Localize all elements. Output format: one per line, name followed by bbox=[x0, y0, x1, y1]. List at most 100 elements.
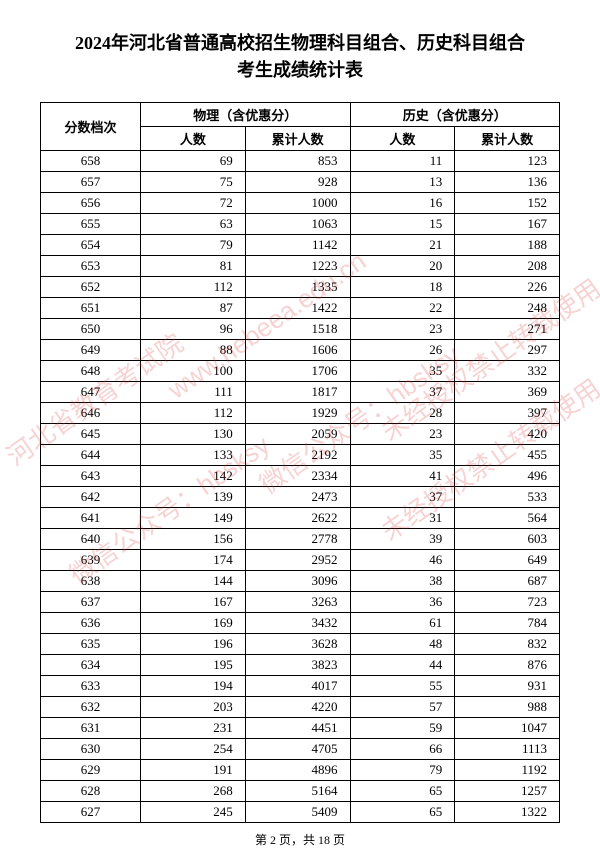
cell-h-cum: 1113 bbox=[455, 739, 560, 760]
table-row: 65563106315167 bbox=[41, 214, 560, 235]
header-h-cum: 累计人数 bbox=[455, 127, 560, 151]
table-row: 643142233441496 bbox=[41, 466, 560, 487]
table-row: 6577592813136 bbox=[41, 172, 560, 193]
cell-score: 650 bbox=[41, 319, 141, 340]
cell-h-cum: 297 bbox=[455, 340, 560, 361]
cell-score: 631 bbox=[41, 718, 141, 739]
page-title: 2024年河北省普通高校招生物理科目组合、历史科目组合 考生成绩统计表 bbox=[40, 30, 560, 84]
cell-h-count: 22 bbox=[350, 298, 455, 319]
cell-p-count: 167 bbox=[141, 592, 246, 613]
cell-score: 654 bbox=[41, 235, 141, 256]
cell-p-cum: 1142 bbox=[245, 235, 350, 256]
cell-p-count: 72 bbox=[141, 193, 246, 214]
cell-p-cum: 2778 bbox=[245, 529, 350, 550]
cell-p-cum: 3096 bbox=[245, 571, 350, 592]
cell-p-cum: 1335 bbox=[245, 277, 350, 298]
cell-p-count: 149 bbox=[141, 508, 246, 529]
cell-p-count: 111 bbox=[141, 382, 246, 403]
cell-score: 636 bbox=[41, 613, 141, 634]
cell-p-cum: 1606 bbox=[245, 340, 350, 361]
cell-h-cum: 397 bbox=[455, 403, 560, 424]
table-row: 647111181737369 bbox=[41, 382, 560, 403]
cell-p-cum: 2622 bbox=[245, 508, 350, 529]
cell-p-cum: 3432 bbox=[245, 613, 350, 634]
table-row: 642139247337533 bbox=[41, 487, 560, 508]
cell-score: 643 bbox=[41, 466, 141, 487]
cell-h-count: 37 bbox=[350, 382, 455, 403]
page-footer: 第 2 页，共 18 页 bbox=[40, 831, 560, 848]
cell-p-count: 81 bbox=[141, 256, 246, 277]
cell-h-cum: 1322 bbox=[455, 802, 560, 823]
cell-h-count: 31 bbox=[350, 508, 455, 529]
cell-h-count: 41 bbox=[350, 466, 455, 487]
table-row: 64988160626297 bbox=[41, 340, 560, 361]
cell-h-cum: 123 bbox=[455, 151, 560, 172]
table-row: 636169343261784 bbox=[41, 613, 560, 634]
table-row: 648100170635332 bbox=[41, 361, 560, 382]
header-physics: 物理（含优惠分） bbox=[141, 103, 351, 127]
cell-score: 628 bbox=[41, 781, 141, 802]
cell-p-count: 195 bbox=[141, 655, 246, 676]
cell-p-cum: 4896 bbox=[245, 760, 350, 781]
title-line1: 2024年河北省普通高校招生物理科目组合、历史科目组合 bbox=[40, 30, 560, 57]
table-row: 644133219235455 bbox=[41, 445, 560, 466]
cell-p-cum: 4220 bbox=[245, 697, 350, 718]
cell-h-count: 23 bbox=[350, 319, 455, 340]
cell-h-cum: 603 bbox=[455, 529, 560, 550]
cell-h-count: 23 bbox=[350, 424, 455, 445]
cell-score: 627 bbox=[41, 802, 141, 823]
cell-score: 656 bbox=[41, 193, 141, 214]
header-history: 历史（含优惠分） bbox=[350, 103, 560, 127]
cell-p-count: 79 bbox=[141, 235, 246, 256]
cell-h-count: 18 bbox=[350, 277, 455, 298]
cell-h-count: 48 bbox=[350, 634, 455, 655]
cell-h-count: 61 bbox=[350, 613, 455, 634]
cell-score: 655 bbox=[41, 214, 141, 235]
cell-score: 644 bbox=[41, 445, 141, 466]
cell-h-count: 35 bbox=[350, 361, 455, 382]
cell-score: 657 bbox=[41, 172, 141, 193]
cell-h-cum: 188 bbox=[455, 235, 560, 256]
cell-h-count: 20 bbox=[350, 256, 455, 277]
cell-h-cum: 496 bbox=[455, 466, 560, 487]
cell-p-count: 156 bbox=[141, 529, 246, 550]
header-score: 分数档次 bbox=[41, 103, 141, 151]
cell-score: 638 bbox=[41, 571, 141, 592]
cell-p-count: 133 bbox=[141, 445, 246, 466]
cell-h-count: 26 bbox=[350, 340, 455, 361]
cell-h-cum: 420 bbox=[455, 424, 560, 445]
table-row: 634195382344876 bbox=[41, 655, 560, 676]
cell-h-cum: 152 bbox=[455, 193, 560, 214]
table-row: 65479114221188 bbox=[41, 235, 560, 256]
cell-h-cum: 167 bbox=[455, 214, 560, 235]
cell-h-count: 66 bbox=[350, 739, 455, 760]
cell-h-cum: 226 bbox=[455, 277, 560, 298]
cell-p-cum: 4451 bbox=[245, 718, 350, 739]
header-p-count: 人数 bbox=[141, 127, 246, 151]
cell-p-cum: 2473 bbox=[245, 487, 350, 508]
table-row: 637167326336723 bbox=[41, 592, 560, 613]
table-row: 65187142222248 bbox=[41, 298, 560, 319]
cell-p-count: 196 bbox=[141, 634, 246, 655]
cell-score: 630 bbox=[41, 739, 141, 760]
cell-p-count: 112 bbox=[141, 277, 246, 298]
cell-h-count: 35 bbox=[350, 445, 455, 466]
table-row: 652112133518226 bbox=[41, 277, 560, 298]
cell-score: 640 bbox=[41, 529, 141, 550]
cell-p-cum: 928 bbox=[245, 172, 350, 193]
cell-score: 647 bbox=[41, 382, 141, 403]
table-row: 6302544705661113 bbox=[41, 739, 560, 760]
cell-h-cum: 455 bbox=[455, 445, 560, 466]
cell-h-cum: 248 bbox=[455, 298, 560, 319]
table-row: 646112192928397 bbox=[41, 403, 560, 424]
cell-score: 649 bbox=[41, 340, 141, 361]
header-h-count: 人数 bbox=[350, 127, 455, 151]
table-row: 633194401755931 bbox=[41, 676, 560, 697]
table-row: 638144309638687 bbox=[41, 571, 560, 592]
cell-p-cum: 1706 bbox=[245, 361, 350, 382]
cell-p-count: 87 bbox=[141, 298, 246, 319]
cell-score: 658 bbox=[41, 151, 141, 172]
table-row: 639174295246649 bbox=[41, 550, 560, 571]
cell-p-cum: 1929 bbox=[245, 403, 350, 424]
cell-p-count: 88 bbox=[141, 340, 246, 361]
